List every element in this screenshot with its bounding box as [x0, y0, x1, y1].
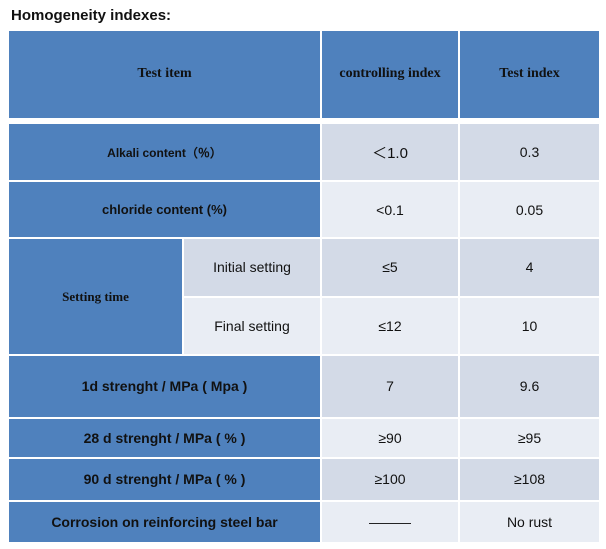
row-item-label: Alkali content（％） [8, 122, 321, 182]
row-item-label: 1d strenght / MPa ( Mpa ) [8, 355, 321, 418]
table-row: Alkali content（％） ＜1.0 0.3 [8, 122, 600, 182]
header-controlling-index: controlling index [321, 30, 459, 119]
row-subitem-label: Initial setting [183, 238, 321, 297]
page-title: Homogeneity indexes: [11, 7, 172, 24]
row-item-label: Setting time [8, 238, 183, 356]
row-test-value: 4 [459, 238, 600, 297]
row-control-value: ≤5 [321, 238, 459, 297]
table-row: 90 d strenght / MPa ( % ) ≥100 ≥108 [8, 458, 600, 501]
row-control-value: ≥90 [321, 417, 459, 459]
row-test-value: 9.6 [459, 355, 600, 418]
header-gap [8, 118, 600, 123]
row-test-value: No rust [459, 500, 600, 543]
row-item-label: chloride content (%) [8, 181, 321, 238]
homogeneity-table: Test item controlling index Test index A… [8, 30, 600, 543]
table-row: Corrosion on reinforcing steel bar ——— N… [8, 500, 600, 543]
row-test-value: 0.3 [459, 122, 600, 182]
table-row: Final setting ≤12 10 [8, 296, 600, 356]
header-test-item: Test item [8, 30, 321, 119]
row-control-value: ＜1.0 [321, 122, 459, 182]
row-item-label: 90 d strenght / MPa ( % ) [8, 458, 321, 501]
row-item-label: 28 d strenght / MPa ( % ) [8, 417, 321, 459]
row-control-value: 7 [321, 355, 459, 418]
row-test-value: ≥95 [459, 417, 600, 459]
table-row: 1d strenght / MPa ( Mpa ) 7 9.6 [8, 355, 600, 418]
table-row: chloride content (%) <0.1 0.05 [8, 181, 600, 238]
row-control-value: <0.1 [321, 181, 459, 238]
row-test-value: ≥108 [459, 458, 600, 501]
row-item-label: Corrosion on reinforcing steel bar [8, 500, 321, 543]
row-control-value: ≥100 [321, 458, 459, 501]
header-test-index: Test index [459, 30, 600, 119]
table-row: Setting time Initial setting ≤5 4 [8, 238, 600, 356]
row-subitem-label: Final setting [183, 296, 321, 356]
row-control-value: ——— [321, 500, 459, 543]
row-test-value: 10 [459, 296, 600, 356]
table-row: 28 d strenght / MPa ( % ) ≥90 ≥95 [8, 417, 600, 459]
row-control-value: ≤12 [321, 296, 459, 356]
row-test-value: 0.05 [459, 181, 600, 238]
table-header-row: Test item controlling index Test index [8, 30, 600, 119]
